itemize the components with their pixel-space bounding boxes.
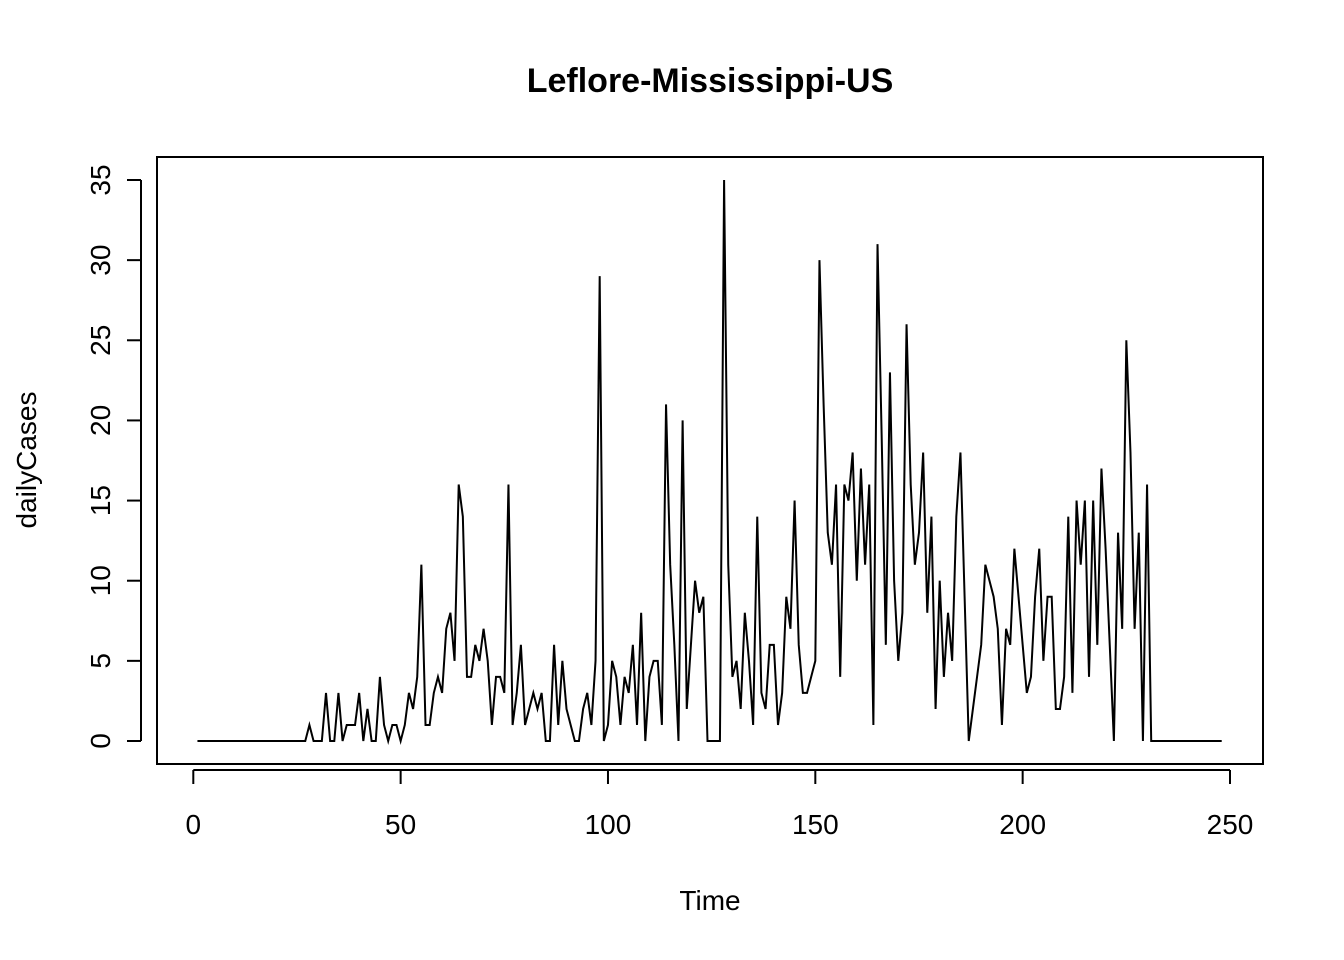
y-tick-label: 5 — [85, 653, 116, 669]
y-axis: 0 5 10 15 20 25 30 35 — [85, 164, 142, 749]
y-tick-label: 25 — [85, 325, 116, 356]
y-tick-label: 0 — [85, 733, 116, 749]
y-tick-label: 35 — [85, 164, 116, 195]
x-axis: 0 50 100 150 200 250 — [186, 769, 1254, 840]
chart-title: Leflore-Mississippi-US — [527, 62, 894, 100]
x-tick-label: 0 — [186, 809, 202, 840]
series-line — [197, 179, 1222, 745]
x-axis-label: Time — [679, 885, 740, 916]
y-tick-label: 15 — [85, 485, 116, 516]
x-tick-label: 100 — [585, 809, 632, 840]
y-tick-label: 10 — [85, 565, 116, 596]
x-tick-label: 200 — [999, 809, 1046, 840]
y-tick-label: 30 — [85, 245, 116, 276]
series-layer — [197, 179, 1222, 745]
y-axis-label: dailyCases — [11, 392, 42, 529]
plot-frame — [156, 156, 1264, 765]
x-tick-label: 250 — [1207, 809, 1254, 840]
x-tick-label: 50 — [385, 809, 416, 840]
x-tick-label: 150 — [792, 809, 839, 840]
y-tick-label: 20 — [85, 405, 116, 436]
